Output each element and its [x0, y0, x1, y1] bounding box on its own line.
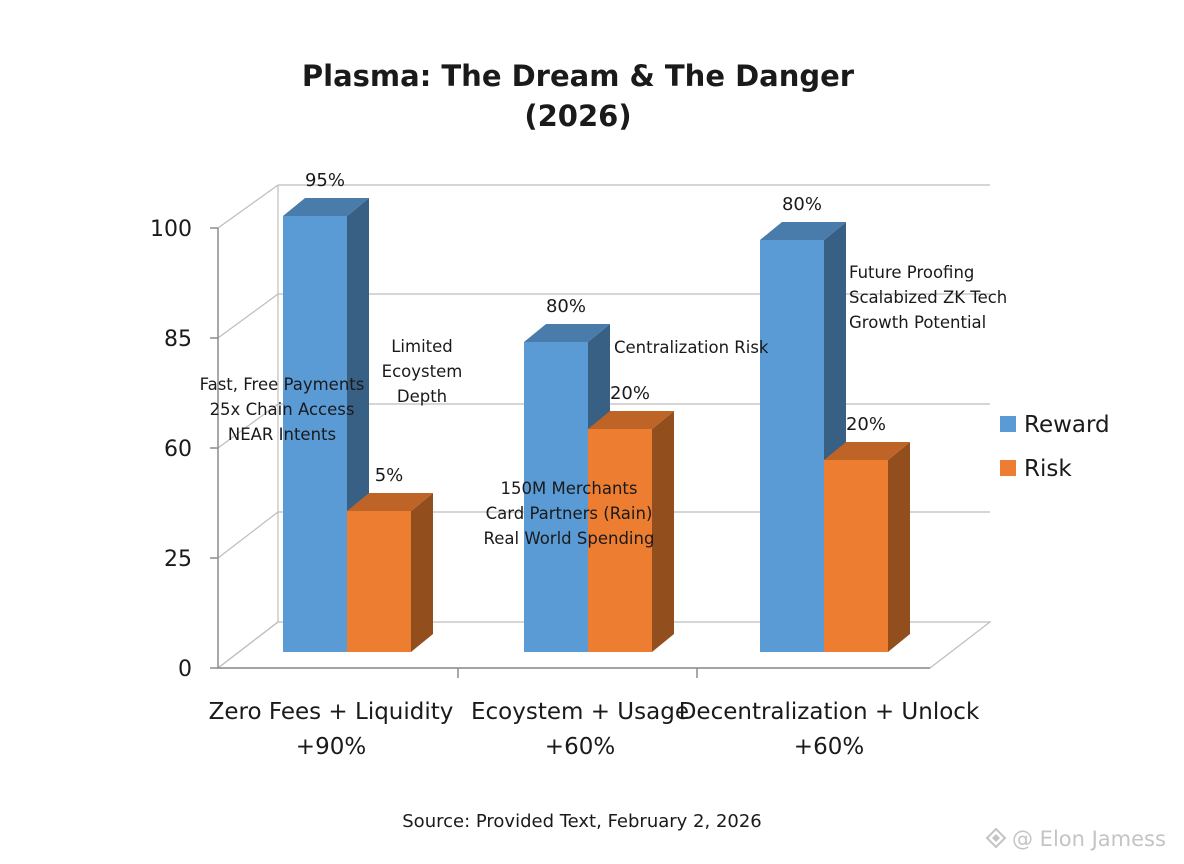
annotation-line: NEAR Intents [228, 425, 336, 444]
x-category-name: Ecoystem + Usage [471, 699, 689, 725]
data-label: 80% [546, 296, 586, 317]
x-category-sub: +60% [794, 734, 864, 760]
annotation-line: 25x Chain Access [210, 400, 355, 419]
watermark-logo-icon [985, 827, 1007, 849]
y-tick-label: 0 [178, 657, 192, 682]
annotation-line: Scalabized ZK Tech [849, 288, 1007, 307]
bar-risk-2 [588, 411, 674, 652]
source-note: Source: Provided Text, February 2, 2026 [402, 811, 762, 832]
x-category-name: Zero Fees + Liquidity [209, 699, 454, 725]
gridline-side [217, 511, 279, 559]
bar-front [760, 240, 824, 652]
annotation-line: Real World Spending [484, 529, 655, 548]
annotation-line: Future Proofing [849, 263, 974, 282]
watermark: @ Elon Jamess [985, 827, 1166, 851]
bar-front [824, 460, 888, 652]
bar-top [588, 411, 674, 429]
x-category-sub: +60% [545, 734, 615, 760]
bar-side [652, 411, 674, 652]
data-label: 80% [782, 194, 822, 215]
annotation-line: Depth [397, 387, 447, 406]
bar-front [524, 342, 588, 652]
bar-front [347, 511, 411, 652]
annotation-line: Centralization Risk [614, 338, 769, 357]
chart-title-line1: Plasma: The Dream & The Danger [302, 59, 855, 93]
annotation-line: Ecoystem [382, 362, 463, 381]
legend-swatch-reward [1000, 416, 1016, 432]
annotation-line: Card Partners (Rain) [486, 504, 653, 523]
bar-top [283, 198, 369, 216]
x-category-labels: Zero Fees + Liquidity +90% Ecoystem + Usag… [209, 699, 980, 760]
legend: Reward Risk [1000, 412, 1110, 482]
legend-swatch-risk [1000, 460, 1016, 476]
y-tick-label: 25 [164, 547, 192, 572]
y-tick-label: 85 [164, 327, 192, 352]
legend-label-risk: Risk [1024, 456, 1072, 482]
bar-top [524, 324, 610, 342]
data-labels: 95% 5% 80% 20% 80% 20% [305, 170, 886, 486]
annotations: Fast, Free Payments 25x Chain Access NEAR … [200, 263, 1008, 548]
gridline-side [217, 293, 279, 339]
x-category-sub: +90% [296, 734, 366, 760]
bar-front [588, 429, 652, 652]
bar-top [824, 442, 910, 460]
annotation-line: Growth Potential [849, 313, 986, 332]
chart-title-line2: (2026) [524, 99, 631, 133]
gridline-side [217, 184, 279, 229]
bar-side [411, 493, 433, 652]
bars [283, 198, 910, 652]
bar-reward-3 [760, 222, 846, 652]
data-label: 20% [610, 383, 650, 404]
bar-front [283, 216, 347, 652]
y-tick-label: 60 [164, 437, 192, 462]
gridline-side [217, 403, 279, 449]
annotation-line: Limited [391, 337, 453, 356]
data-label: 95% [305, 170, 345, 191]
x-category-name: Decentralization + Unlock [679, 699, 980, 725]
axes [210, 227, 930, 678]
annotation-line: Fast, Free Payments [200, 375, 365, 394]
y-tick-labels: 0 25 60 85 100 [150, 217, 192, 682]
bar-risk-1 [347, 493, 433, 652]
annotation-line: 150M Merchants [501, 479, 638, 498]
bar-risk-3 [824, 442, 910, 652]
legend-label-reward: Reward [1024, 412, 1110, 438]
bar-top [760, 222, 846, 240]
bar-top [347, 493, 433, 511]
watermark-text: @ Elon Jamess [1012, 827, 1166, 851]
data-label: 5% [375, 465, 404, 486]
y-tick-label: 100 [150, 217, 192, 242]
data-label: 20% [846, 414, 886, 435]
bar-side [888, 442, 910, 652]
